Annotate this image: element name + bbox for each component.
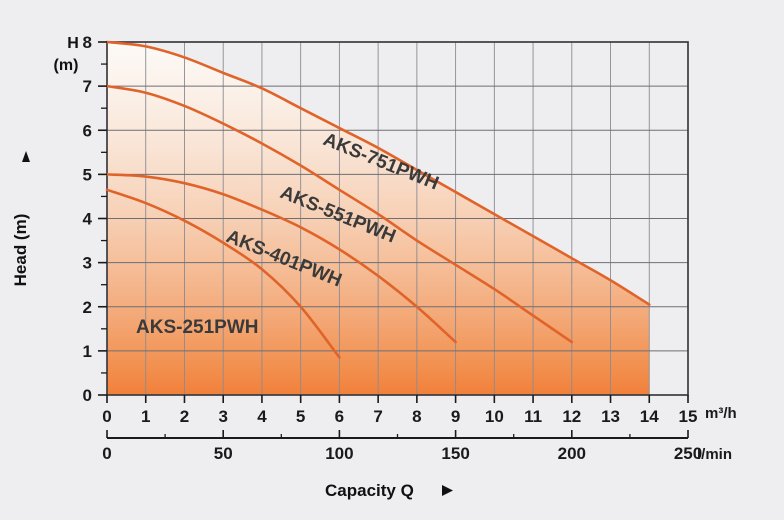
y-tick-label: 8 [83,33,92,52]
unit-m3h-label: m³/h [705,405,737,422]
y-tick-label: 2 [83,298,92,317]
y-tick-label: 7 [83,77,92,96]
x-tick-label: 12 [562,407,581,426]
x-axis-title: Capacity Q [325,481,414,500]
x-tick-label: 6 [335,407,344,426]
lmin-tick-label: 200 [558,444,586,463]
lmin-tick-label: 100 [325,444,353,463]
y-tick-label: 6 [83,121,92,140]
curve-aks-251pwh [105,188,341,359]
curve-label-251: AKS-251PWH [136,317,258,338]
x-tick-label: 7 [373,407,382,426]
curve-aks-551pwh [105,84,574,344]
unit-lmin-label: l/min [697,446,732,463]
x-tick-label: 11 [524,407,542,426]
grid-lines [107,42,688,395]
y-axis-title-group: Head (m) [11,151,30,286]
lmin-tick-label: 250 [674,444,702,463]
y-corner-label-h: H [67,35,79,52]
x-axis-lmin: 0 50 100 150 200 250 [102,430,702,463]
x-tick-label: 9 [451,407,460,426]
x-tick-label: 3 [218,407,227,426]
x-tick-label: 13 [601,407,620,426]
x-axis-arrow-icon [442,485,453,496]
y-tick-label: 0 [83,386,92,405]
x-tick-label: 14 [640,407,659,426]
x-tick-label: 15 [679,407,698,426]
x-tick-label: 10 [485,407,504,426]
y-tick-label: 3 [83,254,92,273]
x-tick-label: 2 [180,407,189,426]
lmin-tick-label: 0 [102,444,111,463]
y-axis: 0 1 2 3 4 5 6 7 8 [83,33,107,405]
performance-curves [105,40,651,359]
y-axis-title: Head (m) [11,214,30,287]
x-tick-label: 5 [296,407,305,426]
x-tick-label: 4 [257,407,267,426]
y-tick-label: 4 [83,210,93,229]
x-axis-m3h: 0 1 2 3 4 5 6 7 8 9 10 11 12 13 14 15 [102,395,697,426]
curve-label-251-group: AKS-251PWH [136,317,258,338]
curve-aks-401pwh [105,173,457,344]
y-tick-label: 5 [83,165,92,184]
x-tick-label: 0 [102,407,111,426]
y-tick-label: 1 [83,342,92,361]
y-axis-arrow-icon [22,151,30,162]
curve-aks-751pwh [105,40,651,306]
x-tick-label: 1 [141,407,150,426]
lmin-tick-label: 50 [214,444,233,463]
lmin-tick-label: 150 [441,444,469,463]
x-tick-label: 8 [412,407,421,426]
y-corner-label-unit: (m) [54,57,79,74]
x-axis-title-group: Capacity Q [325,481,453,500]
